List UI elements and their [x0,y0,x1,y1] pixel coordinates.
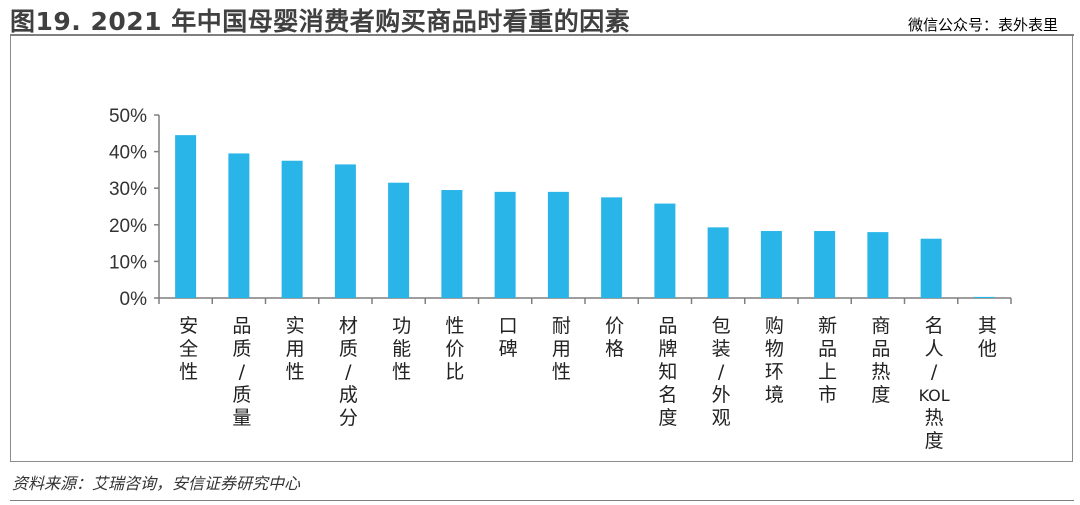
y-tick-label: 0% [120,289,148,310]
x-tick-label: 材质/成分 [339,315,358,429]
y-tick-label: 10% [109,252,147,273]
x-tick-label: 购物环境 [765,315,784,406]
bar-4 [388,182,410,298]
x-tick-label: 安全性 [179,315,198,383]
bar-11 [760,231,782,298]
x-tick-label: 新品上市 [818,315,837,406]
source-note: 资料来源：艾瑞咨询，安信证券研究中心 [12,474,301,493]
bar-2 [281,160,303,298]
x-tick-label: 包装/外观 [712,315,731,429]
bar-15 [973,296,995,298]
y-tick-label: 50% [109,106,147,127]
bar-6 [494,191,516,298]
bar-9 [654,203,676,298]
y-tick-label: 40% [109,143,147,164]
x-tick-label: 实用性 [286,315,305,383]
y-tick-label: 30% [109,179,147,200]
bar-10 [707,227,729,298]
x-tick-label: 其他 [978,315,997,360]
bar-7 [547,191,569,298]
bar-8 [601,197,623,298]
x-tick-label: 品质/质量 [232,315,251,429]
chart-frame: 0% 10% 20% 30% 40% 50% 安全性 品质/质量 实用性 材质/成分 功能性 性价比 口… [10,36,1073,462]
bar-3 [334,164,356,298]
title-divider [10,34,1074,36]
x-tick-label: 品牌知名度 [658,315,677,429]
x-tick-label: 价格 [605,315,624,360]
bar-1 [228,153,250,298]
figure-title: 图19. 2021 年中国母婴消费者购买商品时看重的因素 [10,7,631,36]
bar-chart: 0% 10% 20% 30% 40% 50% 安全性 品质/质量 实用性 材质/成分 功能性 性价比 口… [109,106,1012,452]
x-tick-label: 口碑 [499,315,518,360]
y-tick-label: 20% [109,216,147,237]
bar-0 [175,135,197,298]
bar-13 [867,232,889,298]
x-tick-label: 名人/KOL 热度 [919,315,950,452]
x-tick-label: 商品热度 [871,315,890,406]
x-tick-label: 性价比 [445,315,464,383]
watermark-text: 微信公众号：表外表里 [907,16,1058,34]
bar-14 [920,238,942,298]
bar-5 [441,190,463,298]
bar-12 [814,231,836,298]
x-tick-label: 耐用性 [552,315,571,383]
footer-divider [10,500,1074,501]
x-tick-label: 功能性 [392,315,411,383]
